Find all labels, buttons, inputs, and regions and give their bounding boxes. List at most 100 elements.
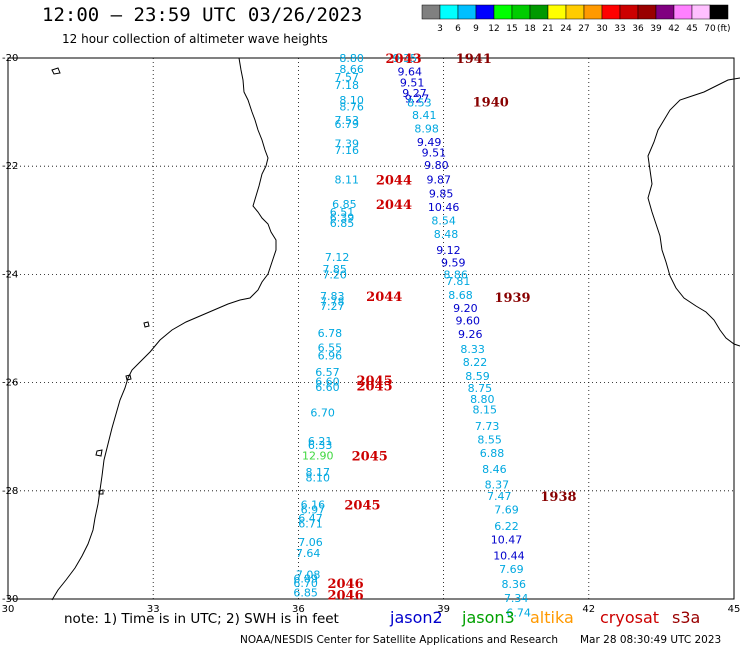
pass-time-label: 2044 [376,198,412,213]
x-tick-label: 33 [147,604,160,615]
color-scale-label: 33 [614,24,625,34]
color-scale-label: 27 [578,24,589,34]
wave-height-label: 6.22 [494,520,519,533]
mission-cryosat: cryosat [600,608,660,627]
wave-height-label: 9.59 [441,256,466,269]
wave-height-label: 8.68 [448,289,473,302]
color-scale-label: 39 [650,24,662,34]
wave-height-label: 8.11 [335,174,360,187]
color-scale-label: 18 [524,24,536,34]
wave-height-label: 8.53 [407,96,432,109]
island-shape [143,321,150,328]
chart-subtitle: 12 hour collection of altimeter wave hei… [62,32,328,46]
generation-timestamp: Mar 28 08:30:49 UTC 2023 [580,634,722,646]
color-swatch [529,4,549,20]
wave-height-label: 7.81 [446,275,471,288]
y-tick-label: -24 [2,269,18,280]
color-swatch [547,4,567,20]
wave-height-label: 6.97 [301,504,326,517]
wave-height-label: 8.55 [477,433,502,446]
color-swatch [601,4,621,20]
wave-height-label: 6.96 [318,350,343,363]
island-shape [98,489,104,495]
wave-height-label: 8.33 [460,343,485,356]
wave-height-label: 8.80 [470,393,495,406]
credit-line: NOAA/NESDIS Center for Satellite Applica… [240,634,558,646]
mozambique-coastline [51,57,277,601]
madagascar-coastline [647,77,740,347]
pass-time-label: 1939 [494,291,530,306]
wave-height-label: 9.85 [429,187,454,200]
wave-height-label: 7.34 [504,592,529,605]
color-swatch [421,4,441,20]
mission-altika: altika [530,608,574,627]
wave-height-label: 10.44 [493,550,525,563]
wave-height-label: 9.49 [417,136,442,149]
wave-height-label: 7.69 [499,563,524,576]
pass-time-label: 1940 [473,95,509,110]
color-swatch [709,4,729,20]
axis-tick-labels: 30 33 36 39 42 45 -20 -22 -24 -26 -28 -30 [2,53,740,615]
wave-height-label: 9.27 [405,93,430,106]
wave-height-label: 7.18 [335,79,360,92]
wave-height-label: 9.80 [424,159,449,172]
color-scale-label: 30 [596,24,608,34]
wave-height-label: 8.10 [339,94,364,107]
plot-frame [7,57,735,600]
wave-height-label: 9.27 [402,87,427,100]
wave-height-label: 7.85 [322,263,347,276]
wave-height-label: 12.90 [302,450,334,463]
x-tick-label: 30 [2,604,15,615]
pass-time-label: 2043 [386,52,422,67]
color-scale-label: 21 [542,24,553,34]
wave-height-label: 6.55 [318,341,343,354]
pass-time-label: 2045 [344,498,380,513]
color-swatch [493,4,513,20]
wave-height-label: 7.47 [487,490,512,503]
wave-height-label: 9.26 [458,328,483,341]
wave-height-label: 6.85 [330,217,355,230]
wave-height-label: 7.73 [475,420,500,433]
wave-height-label: 7.12 [325,251,350,264]
x-tick-label: 42 [582,604,595,615]
wave-height-label: 6.79 [335,118,360,131]
wave-height-label: 8.36 [502,578,527,591]
wave-height-label: 7.27 [320,300,345,313]
wave-height-label: 6.71 [298,517,323,530]
pass-time-label: 2044 [376,174,412,189]
wave-height-label: 10.46 [428,201,460,214]
wave-height-label: 8.10 [306,471,331,484]
wave-height-values: 8.808.667.577.188.108.767.536.797.397.16… [293,52,530,620]
wave-height-label: 6.51 [330,206,355,219]
wave-height-label: 6.88 [480,447,505,460]
pass-time-label: 1941 [456,52,492,67]
wave-height-label: 6.85 [332,198,357,211]
pass-time-label: 2044 [366,290,402,305]
color-scale-label: 12 [488,24,499,34]
wave-height-label: 10.47 [491,533,523,546]
pass-time-label: 2046 [327,577,363,592]
wave-height-label: 8.76 [339,101,364,114]
color-scale-label: 24 [560,24,572,34]
wave-height-label: 8.80 [339,52,364,65]
footer-note: note: 1) Time is in UTC; 2) SWH is in fe… [64,611,339,627]
color-scale-label: 36 [632,24,644,34]
wave-height-label: 8.66 [339,63,364,76]
wave-height-label: 8.48 [434,228,459,241]
wave-height-label: 9.60 [456,314,481,327]
color-scale-bar: 3 6 9 12 15 18 21 24 27 30 33 36 39 42 45 70 (ft) [421,4,731,34]
color-swatch [583,4,603,20]
color-swatch [511,4,531,20]
wave-height-label: 8.98 [414,122,439,135]
wave-height-label: 7.53 [335,114,360,127]
island-shape [51,67,61,75]
wave-height-label: 6.60 [315,381,340,394]
color-swatch [565,4,585,20]
wave-height-label: 6.89 [293,572,318,585]
wave-height-label: 8.37 [485,478,510,491]
wave-height-label: 8.41 [412,109,437,122]
wave-height-label: 7.08 [296,569,321,582]
color-swatch [673,4,693,20]
